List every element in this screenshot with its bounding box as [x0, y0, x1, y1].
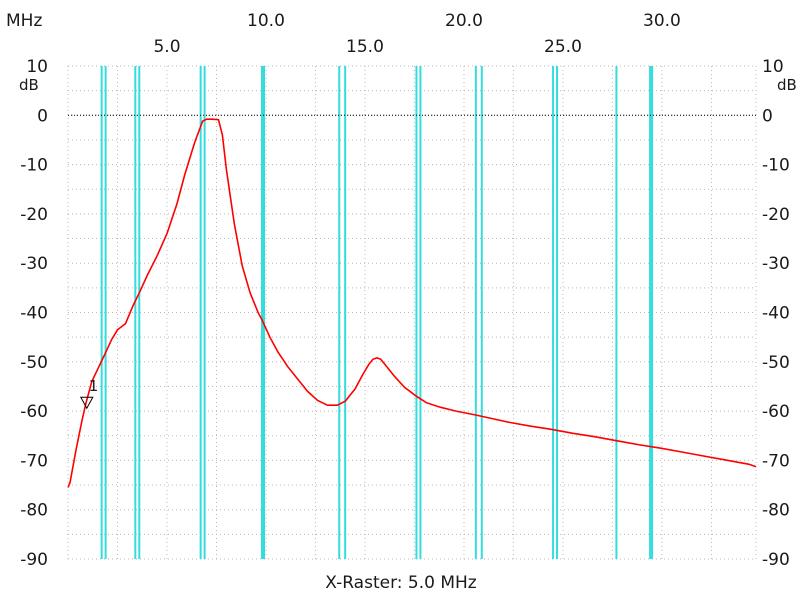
y-tick-label-right: -40 — [762, 304, 790, 324]
y-tick-label-left: -30 — [20, 254, 48, 274]
y-tick-label-right: -10 — [762, 156, 790, 176]
marker-triangle-icon — [79, 396, 94, 410]
x-tick-label-top: 30.0 — [643, 11, 681, 31]
y-tick-label-right: -30 — [762, 254, 790, 274]
x-tick-label-bottom: 15.0 — [346, 37, 384, 57]
y-tick-label-right: -20 — [762, 205, 790, 225]
y-tick-label-right: -60 — [762, 402, 790, 422]
x-unit-label: MHz — [6, 11, 42, 31]
y-tick-label-left: -70 — [20, 451, 48, 471]
y-tick-label-left: -10 — [20, 156, 48, 176]
y-tick-label-left: -80 — [20, 501, 48, 521]
y-unit-label-right: dB — [777, 76, 797, 94]
marker-1: 1 — [79, 377, 99, 410]
y-tick-label-left: 0 — [37, 106, 48, 126]
y-tick-label-right: -50 — [762, 353, 790, 373]
y-tick-label-left: -90 — [20, 550, 48, 570]
y-tick-label-left: -50 — [20, 353, 48, 373]
y-tick-label-left: -60 — [20, 402, 48, 422]
y-unit-label-left: dB — [19, 76, 39, 94]
y-tick-label-left: -40 — [20, 304, 48, 324]
y-tick-label-right: -80 — [762, 501, 790, 521]
marker-label: 1 — [89, 377, 99, 395]
y-tick-label-right: -90 — [762, 550, 790, 570]
x-tick-label-bottom: 5.0 — [153, 37, 180, 57]
y-tick-label-right: -70 — [762, 451, 790, 471]
marker-lines — [100, 66, 654, 559]
x-raster-footer: X-Raster: 5.0 MHz — [325, 573, 476, 593]
y-tick-label-left: 10 — [26, 57, 48, 77]
x-tick-label-top: 20.0 — [445, 11, 483, 31]
grid — [67, 65, 757, 560]
y-tick-label-left: -20 — [20, 205, 48, 225]
x-tick-label-bottom: 25.0 — [544, 37, 582, 57]
response-trace — [67, 118, 757, 488]
y-tick-label-right: 10 — [762, 57, 784, 77]
x-tick-label-top: 10.0 — [247, 11, 285, 31]
y-tick-label-right: 0 — [762, 106, 773, 126]
